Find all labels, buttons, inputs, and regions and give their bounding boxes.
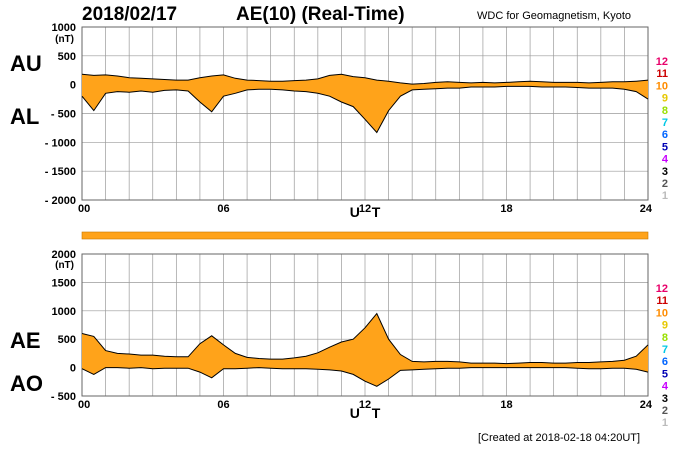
- y-tick-label: 0: [70, 363, 76, 375]
- series-line-ae: [81, 312, 649, 365]
- legend-item: 5: [662, 368, 668, 380]
- x-tick-label: 00: [78, 399, 90, 411]
- legend-item: 7: [662, 344, 668, 356]
- legend-item: 12: [656, 56, 668, 68]
- x-tick-label: 24: [640, 203, 653, 215]
- series-line-au: [81, 73, 649, 85]
- legend-item: 1: [662, 190, 668, 202]
- au-label: AU: [10, 51, 42, 76]
- legend-item: 6: [662, 129, 668, 141]
- index-title: AE(10) (Real-Time): [236, 4, 405, 25]
- legend-item: 3: [662, 166, 668, 178]
- x-tick-label: 24: [640, 399, 653, 411]
- legend-item: 4: [662, 381, 669, 393]
- y-tick-label: 500: [58, 51, 76, 63]
- ae-label: AE: [10, 328, 41, 353]
- al-label: AL: [10, 104, 40, 129]
- y-tick-label: - 1500: [45, 166, 76, 178]
- unit-label: (nT): [55, 260, 74, 271]
- legend-item: 4: [662, 154, 669, 166]
- x-tick-label: 18: [500, 203, 512, 215]
- legend-item: 6: [662, 356, 668, 368]
- legend-item: 9: [662, 320, 668, 332]
- plot-frame: [81, 26, 649, 201]
- legend-item: 9: [662, 93, 668, 105]
- y-tick-label: 1000: [52, 22, 76, 34]
- x-tick-label: 06: [217, 399, 229, 411]
- y-tick-label: 2000: [52, 249, 76, 261]
- band-fill: [82, 313, 648, 387]
- legend-item: 10: [656, 80, 668, 92]
- legend-item: 10: [656, 307, 668, 319]
- legend-item: 1: [662, 417, 668, 429]
- ao-label: AO: [10, 371, 43, 396]
- y-tick-label: - 500: [51, 109, 76, 121]
- y-tick-label: - 2000: [45, 195, 76, 207]
- legend-item: 12: [656, 283, 668, 295]
- y-tick-label: 1000: [52, 306, 76, 318]
- x-tick-label: 12: [359, 203, 371, 215]
- legend-item: 7: [662, 117, 668, 129]
- date-title: 2018/02/17: [82, 4, 178, 25]
- credit-text: WDC for Geomagnetism, Kyoto: [477, 10, 632, 22]
- y-tick-label: - 1000: [45, 137, 76, 149]
- legend-item: 11: [656, 295, 668, 307]
- y-tick-label: 0: [70, 80, 76, 92]
- band-fill: [82, 74, 648, 133]
- x-tick-label: 00: [78, 203, 90, 215]
- x-tick-label: 18: [500, 399, 512, 411]
- y-tick-label: 1500: [52, 277, 76, 289]
- unit-label: (nT): [55, 34, 74, 45]
- legend-item: 2: [662, 178, 668, 190]
- legend-item: 3: [662, 393, 668, 405]
- y-tick-label: - 500: [51, 391, 76, 403]
- x-axis-label: U T: [350, 405, 385, 421]
- y-tick-label: 500: [58, 334, 76, 346]
- x-tick-label: 06: [217, 203, 229, 215]
- series-line-al: [81, 85, 649, 134]
- x-tick-label: 12: [359, 399, 371, 411]
- legend-item: 2: [662, 405, 668, 417]
- status-bar: [81, 231, 649, 240]
- series-line-ao: [81, 367, 649, 387]
- created-timestamp: [Created at 2018-02-18 04:20UT]: [478, 432, 641, 444]
- legend-item: 11: [656, 68, 668, 80]
- legend-item: 5: [662, 141, 668, 153]
- legend-item: 8: [662, 332, 668, 344]
- x-axis-label: U T: [350, 204, 385, 220]
- legend-item: 8: [662, 105, 668, 117]
- plot-frame: [81, 253, 649, 397]
